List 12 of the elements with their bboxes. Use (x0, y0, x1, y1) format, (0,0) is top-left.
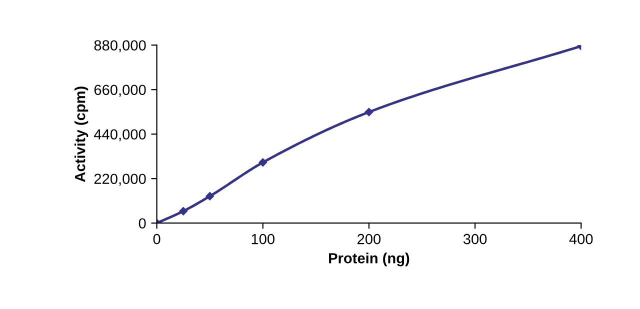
x-tick-label: 300 (463, 234, 487, 244)
x-tick-label: 400 (569, 234, 593, 244)
y-tick-label: 220,000 (94, 174, 146, 186)
y-tick-label: 880,000 (94, 40, 146, 52)
x-axis-title: Protein (ng) (329, 252, 410, 266)
y-axis-title: Activity (cpm) (74, 86, 88, 182)
y-tick-label: 0 (138, 218, 146, 229)
x-tick-label: 200 (358, 234, 381, 244)
x-tick-label: 100 (252, 234, 274, 244)
y-tick-label: 440,000 (94, 129, 146, 142)
x-tick-label: 0 (153, 234, 160, 244)
y-tick-label: 660,000 (94, 84, 146, 97)
